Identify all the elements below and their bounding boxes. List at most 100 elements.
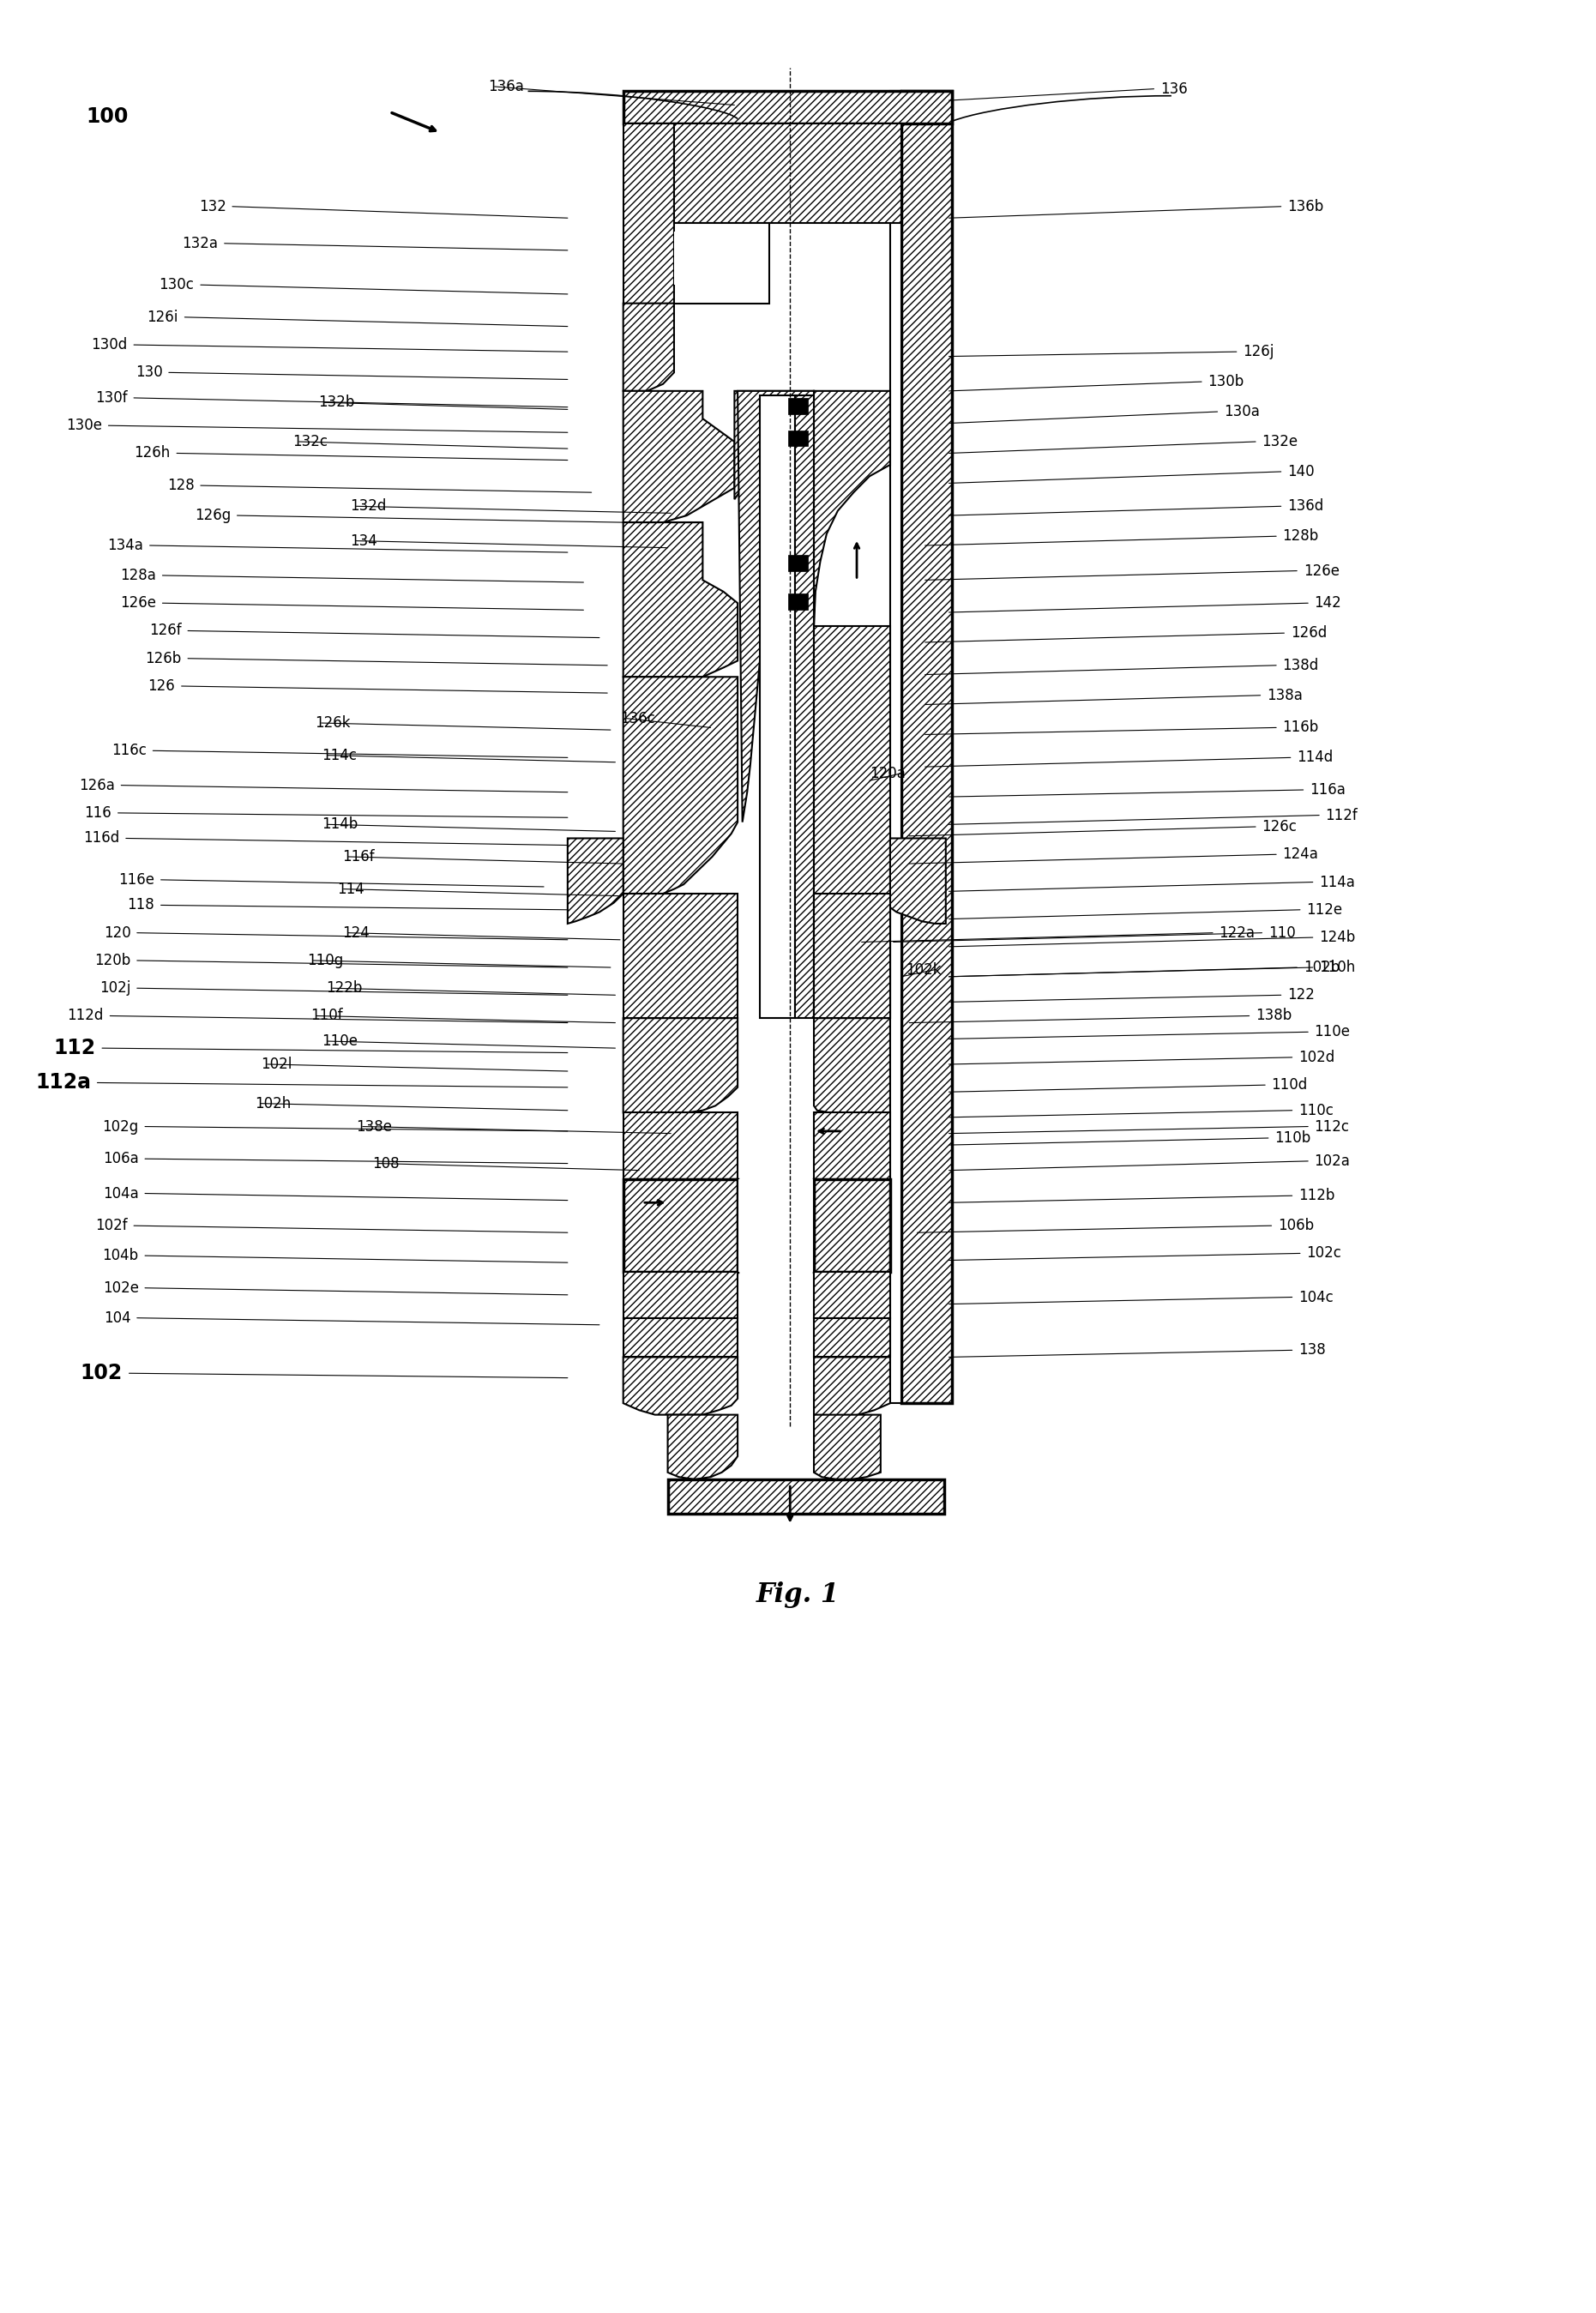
Text: 132e: 132e — [1262, 435, 1298, 449]
Bar — [622, 893, 737, 1018]
Polygon shape — [814, 627, 891, 1018]
Text: 114d: 114d — [1298, 749, 1333, 766]
Bar — [814, 1318, 891, 1358]
Text: 102a: 102a — [1315, 1154, 1350, 1168]
Polygon shape — [622, 678, 737, 893]
Text: 122a: 122a — [1219, 925, 1254, 941]
Text: 122: 122 — [1288, 988, 1315, 1004]
Text: 116e: 116e — [118, 872, 155, 888]
Text: 102l: 102l — [262, 1057, 292, 1071]
Text: 126f: 126f — [150, 622, 182, 638]
Text: 108: 108 — [372, 1156, 399, 1170]
Text: 102j: 102j — [99, 981, 131, 997]
Bar — [788, 398, 808, 414]
Text: 102f: 102f — [96, 1219, 128, 1233]
Bar — [788, 594, 808, 611]
Text: Fig. 1: Fig. 1 — [757, 1582, 839, 1608]
Text: 126b: 126b — [145, 650, 182, 666]
Polygon shape — [622, 523, 737, 678]
Bar — [674, 123, 902, 222]
Bar — [760, 396, 795, 1018]
Polygon shape — [622, 1358, 737, 1416]
Bar — [622, 523, 702, 604]
Text: 116b: 116b — [1283, 719, 1318, 736]
Text: 132a: 132a — [182, 236, 219, 252]
Polygon shape — [734, 391, 814, 500]
Bar — [674, 231, 761, 284]
Text: 132b: 132b — [318, 396, 354, 409]
Text: 112e: 112e — [1307, 902, 1342, 918]
Text: 104c: 104c — [1299, 1288, 1333, 1305]
Text: 110f: 110f — [310, 1008, 343, 1025]
Text: 124b: 124b — [1320, 930, 1355, 946]
Text: 112d: 112d — [67, 1008, 104, 1025]
Text: 138a: 138a — [1267, 687, 1302, 703]
Text: 112f: 112f — [1326, 807, 1358, 823]
Bar — [622, 1318, 737, 1358]
Text: 130e: 130e — [65, 419, 102, 433]
Text: 116d: 116d — [83, 830, 120, 847]
Text: 102h: 102h — [255, 1096, 290, 1110]
Bar — [622, 1113, 737, 1180]
Bar — [737, 1180, 814, 1272]
Bar — [891, 90, 902, 1404]
Text: 114c: 114c — [321, 747, 356, 763]
Polygon shape — [814, 391, 891, 627]
Text: 112: 112 — [54, 1039, 96, 1059]
Text: 132d: 132d — [350, 500, 386, 513]
Text: 102e: 102e — [102, 1279, 139, 1295]
Bar — [814, 1180, 891, 1272]
Polygon shape — [622, 1018, 737, 1113]
Text: 110g: 110g — [306, 953, 343, 969]
Polygon shape — [814, 1358, 891, 1418]
Text: 130f: 130f — [96, 391, 128, 405]
Text: 130b: 130b — [1208, 375, 1245, 389]
Bar — [814, 1272, 891, 1318]
Text: 136d: 136d — [1288, 500, 1323, 513]
Text: 136: 136 — [1160, 81, 1187, 97]
Text: 130: 130 — [136, 365, 163, 379]
Text: 114b: 114b — [321, 816, 358, 833]
Text: 120a: 120a — [870, 766, 907, 782]
Text: 100: 100 — [86, 106, 129, 127]
Bar — [622, 1272, 737, 1318]
Text: 110d: 110d — [1272, 1078, 1307, 1092]
Text: 128b: 128b — [1283, 527, 1318, 544]
Bar — [814, 391, 891, 465]
Bar — [622, 90, 953, 123]
Bar — [788, 430, 808, 446]
Text: 104a: 104a — [102, 1187, 139, 1200]
Text: 106a: 106a — [102, 1152, 139, 1166]
Text: 110b: 110b — [1275, 1131, 1310, 1145]
Text: 132: 132 — [198, 199, 227, 215]
Text: 126i: 126i — [147, 310, 179, 324]
Text: 116a: 116a — [1310, 782, 1345, 798]
Text: 104b: 104b — [102, 1249, 139, 1263]
Text: 134a: 134a — [107, 537, 144, 553]
Bar — [814, 893, 891, 1018]
Text: 126c: 126c — [1262, 819, 1298, 835]
Text: 130d: 130d — [91, 338, 128, 352]
Text: 102b: 102b — [1304, 960, 1339, 976]
Text: 130a: 130a — [1224, 405, 1259, 419]
Text: 116: 116 — [85, 805, 112, 821]
Polygon shape — [622, 391, 734, 523]
Text: 110e: 110e — [321, 1034, 358, 1048]
Text: 124a: 124a — [1283, 847, 1318, 863]
Bar — [788, 555, 808, 571]
Bar — [622, 123, 674, 303]
Text: 126k: 126k — [314, 715, 351, 731]
Bar — [622, 1180, 737, 1272]
Text: 126g: 126g — [195, 509, 231, 523]
Text: 138: 138 — [1299, 1342, 1326, 1358]
Text: 138b: 138b — [1256, 1008, 1291, 1025]
Text: 110h: 110h — [1320, 960, 1355, 976]
Polygon shape — [891, 837, 946, 923]
Text: 112c: 112c — [1315, 1119, 1350, 1133]
Bar — [667, 1480, 945, 1515]
Text: 120b: 120b — [94, 953, 131, 969]
Text: 114a: 114a — [1320, 874, 1355, 891]
Text: 136b: 136b — [1288, 199, 1323, 215]
Text: 136c: 136c — [621, 710, 654, 726]
Text: 112b: 112b — [1299, 1189, 1334, 1203]
